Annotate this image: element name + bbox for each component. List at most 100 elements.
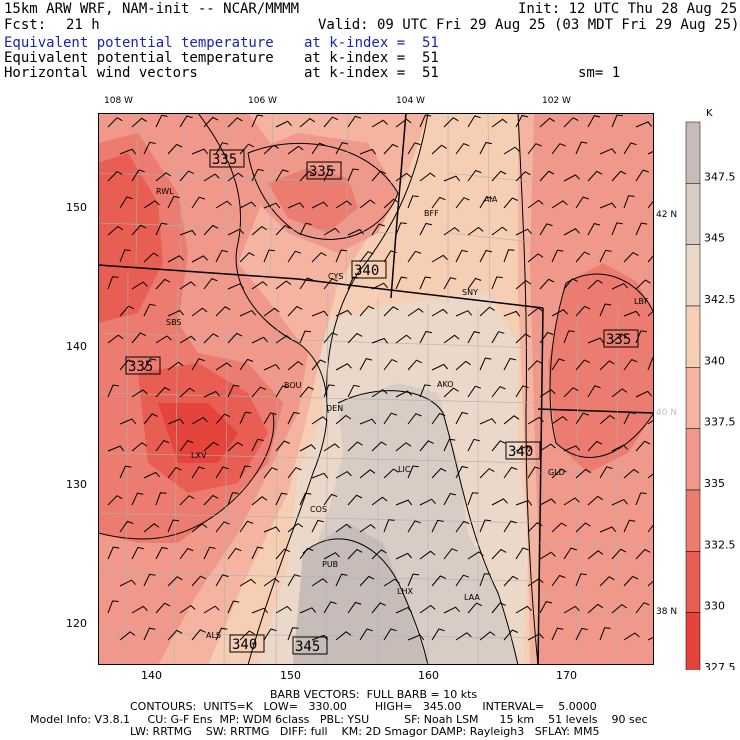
wind-barb xyxy=(323,493,338,506)
wind-barb xyxy=(299,277,313,290)
wind-barb xyxy=(155,335,172,344)
fill-west-330a xyxy=(98,153,163,323)
wind-barb xyxy=(623,310,641,317)
wind-barb xyxy=(419,114,432,128)
wind-barb xyxy=(371,389,388,398)
y-label-140: 140 xyxy=(66,340,87,353)
colorbar-tick-label: 337.5 xyxy=(704,416,736,429)
svg-text:340: 340 xyxy=(354,263,379,279)
wind-barb xyxy=(287,305,303,317)
station-ako: AKO xyxy=(437,380,454,389)
wind-barb xyxy=(395,334,412,344)
wind-barb xyxy=(275,120,292,128)
wind-barb xyxy=(443,387,459,398)
wind-barb xyxy=(515,279,532,290)
wind-barb xyxy=(287,145,304,155)
wind-barb xyxy=(143,303,156,317)
contour-label-7: 340 xyxy=(229,634,265,653)
wind-barb xyxy=(323,443,340,452)
wind-barb xyxy=(431,363,448,371)
wind-barb xyxy=(167,255,184,263)
wind-barb xyxy=(515,385,529,398)
wind-barb xyxy=(299,444,316,452)
wind-barb xyxy=(167,576,183,587)
contour-line-5 xyxy=(337,390,519,665)
wind-barb xyxy=(383,250,397,263)
colorbar-swatch xyxy=(685,183,701,245)
wind-barb xyxy=(539,443,556,452)
field-1-name: Equivalent potential temperature xyxy=(4,35,274,51)
wind-barb xyxy=(203,277,218,290)
wind-barb xyxy=(251,281,268,290)
wind-barb xyxy=(395,172,412,182)
wind-barb xyxy=(443,117,459,128)
wind-barb xyxy=(215,306,231,317)
wind-barb xyxy=(107,384,120,398)
wind-barb xyxy=(623,142,637,155)
contour-label-5: 335 xyxy=(125,356,161,375)
wind-barb xyxy=(347,548,363,560)
contour-legend: CONTOURS: UNITS=K LOW= 330.00 HIGH= 345.… xyxy=(130,700,597,713)
wind-barb xyxy=(527,199,544,209)
wind-barb xyxy=(179,281,196,290)
wind-barb xyxy=(155,222,168,236)
wind-barb xyxy=(383,306,399,317)
wind-barb xyxy=(347,601,362,614)
wind-barb xyxy=(491,386,506,398)
wind-barb xyxy=(491,548,507,560)
wind-barb xyxy=(311,578,328,587)
wind-barb xyxy=(647,254,654,263)
wind-barb xyxy=(251,546,264,560)
wind-barb xyxy=(167,629,183,641)
wind-barb xyxy=(371,549,387,560)
wind-barb xyxy=(563,330,575,344)
wind-barb xyxy=(539,551,556,560)
wind-barb xyxy=(563,497,580,506)
barb-legend: BARB VECTORS: FULL BARB = 10 kts xyxy=(270,688,478,701)
wind-barb xyxy=(587,223,601,236)
wind-barb xyxy=(155,492,167,506)
wind-barb xyxy=(347,384,360,398)
wind-barb xyxy=(227,117,243,128)
contour-line-7 xyxy=(247,142,399,240)
wind-barb xyxy=(263,628,277,641)
wind-barb xyxy=(143,573,156,587)
wind-barb xyxy=(467,602,483,614)
wind-barb xyxy=(443,548,458,560)
station-lic: LIC xyxy=(398,465,411,474)
wind-barb xyxy=(299,330,311,344)
colorbar-swatch xyxy=(685,551,701,613)
wind-barb xyxy=(503,629,519,641)
colorbar-swatch xyxy=(685,244,701,307)
wind-barb xyxy=(383,198,399,209)
wind-barb xyxy=(539,278,555,290)
wind-barb xyxy=(527,253,544,263)
wind-barb xyxy=(467,277,482,290)
wind-barb xyxy=(527,522,543,533)
wind-barb xyxy=(611,548,627,560)
wind-barb xyxy=(515,547,529,560)
wind-barb xyxy=(467,385,482,398)
wind-barb xyxy=(311,519,324,533)
wind-barb xyxy=(143,200,160,209)
wind-barb xyxy=(575,305,591,317)
wind-barb xyxy=(431,628,445,641)
wind-barb xyxy=(419,498,436,506)
wind-barb xyxy=(647,523,654,533)
wind-barb xyxy=(443,493,457,506)
wind-barb xyxy=(251,496,268,506)
wind-barb xyxy=(611,603,628,614)
wind-barb xyxy=(347,441,363,452)
wind-barb xyxy=(407,465,419,479)
wind-barb xyxy=(431,412,446,425)
wind-barb xyxy=(503,415,520,425)
wind-barb xyxy=(455,520,470,533)
wind-barb xyxy=(623,468,640,479)
wind-barb xyxy=(599,414,616,425)
wind-barb xyxy=(179,170,195,182)
wind-barb xyxy=(455,197,470,209)
wind-barb xyxy=(623,519,636,533)
wind-barb xyxy=(359,628,373,641)
wind-barb xyxy=(131,546,144,560)
wind-barb xyxy=(455,465,469,479)
